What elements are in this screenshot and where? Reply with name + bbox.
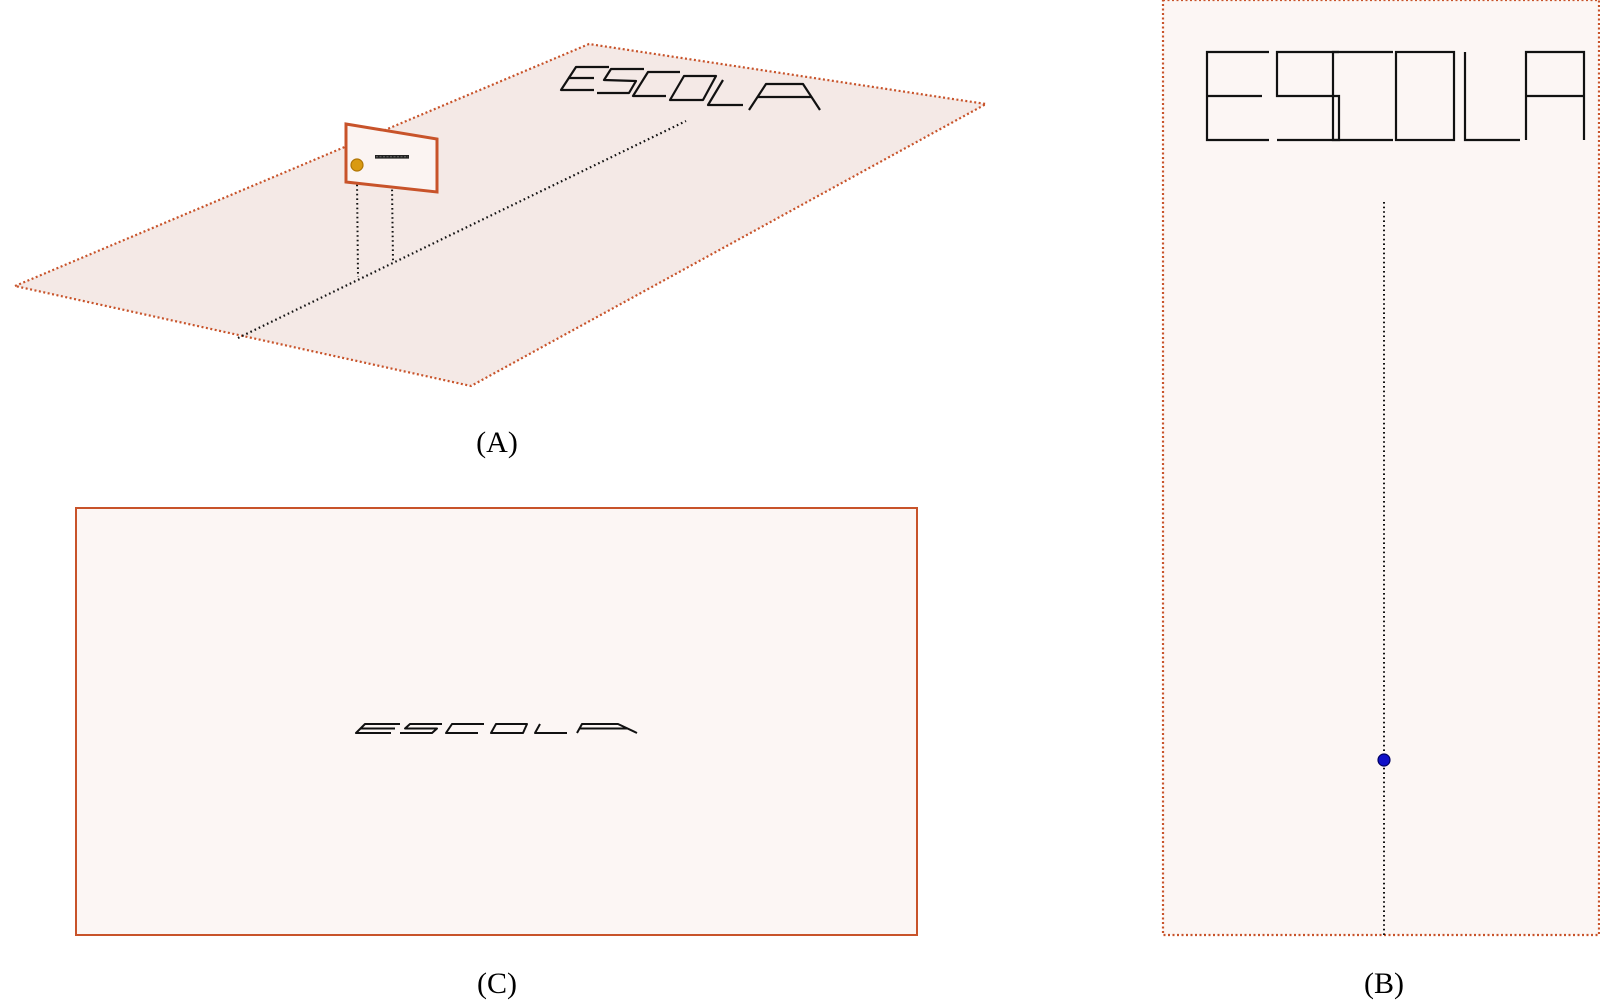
- perspective-word-escola: [355, 723, 638, 734]
- panel-a: (A): [11, 42, 990, 459]
- sign-word-small: [375, 155, 409, 159]
- ground-plane: [11, 42, 990, 388]
- observer-point: [350, 158, 364, 172]
- panel-c: (C): [75, 507, 918, 1000]
- top-view-plane: [1161, 0, 1600, 937]
- caption-c: (C): [477, 967, 517, 1000]
- caption-a: (A): [476, 426, 518, 459]
- road-center-line: [237, 120, 687, 339]
- picture-frame: [75, 507, 918, 936]
- caption-b: (B): [1364, 967, 1404, 1000]
- panel-b: (B): [1161, 0, 1600, 1000]
- top-word-escola: [1205, 50, 1586, 142]
- top-observer-point: [1377, 753, 1391, 767]
- ground-word-escola: [559, 65, 821, 111]
